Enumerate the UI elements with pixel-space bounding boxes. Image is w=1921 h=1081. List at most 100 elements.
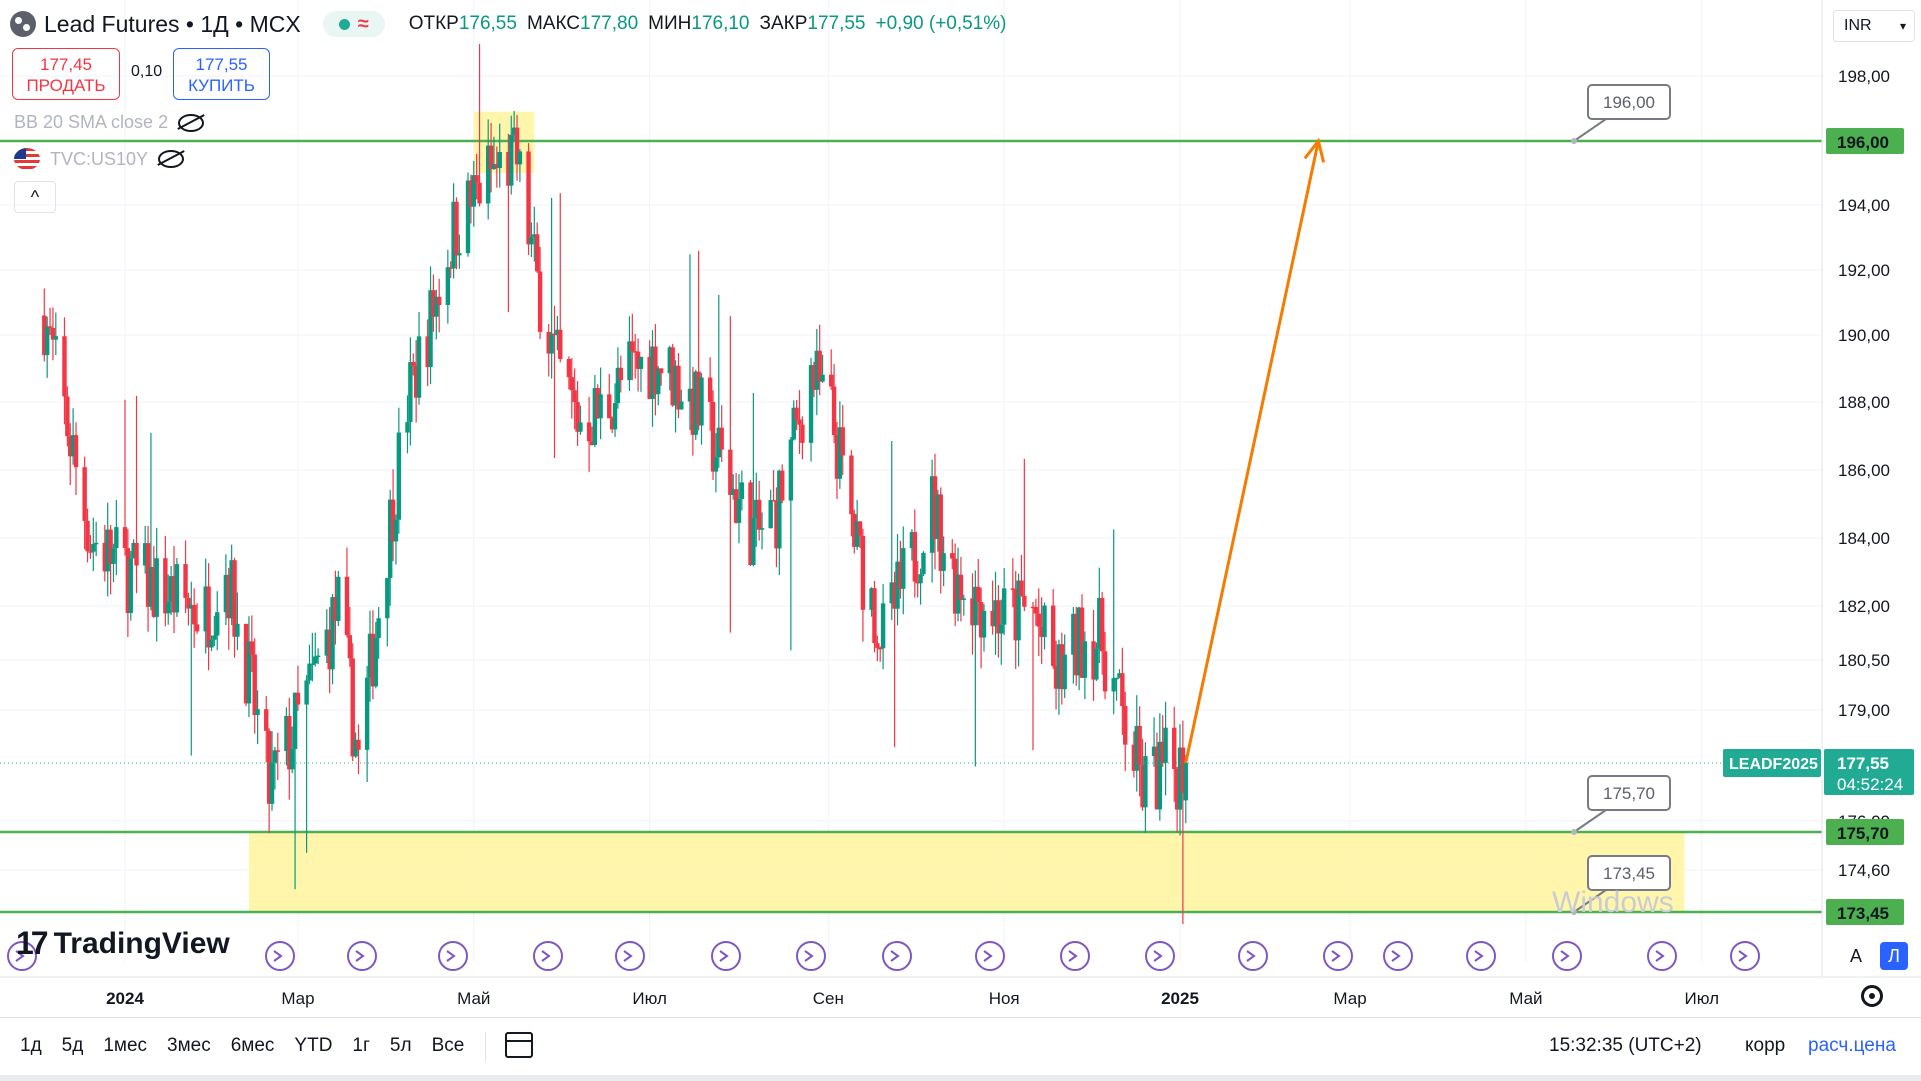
candle-body bbox=[68, 436, 73, 457]
log-scale-button[interactable]: Л bbox=[1880, 942, 1908, 970]
event-marker-chevron bbox=[541, 950, 551, 962]
candle-body bbox=[707, 377, 713, 402]
range-button[interactable]: 3мес bbox=[167, 1035, 211, 1056]
candle-body bbox=[788, 439, 794, 501]
settings-gear-icon[interactable] bbox=[1861, 985, 1883, 1007]
candle-body bbox=[1074, 613, 1079, 676]
candle-body bbox=[880, 603, 886, 649]
candle-body bbox=[840, 427, 845, 456]
candle-body bbox=[630, 341, 635, 352]
candle-body bbox=[393, 519, 399, 542]
range-button[interactable]: 1д bbox=[20, 1035, 42, 1056]
candle-body bbox=[451, 201, 456, 269]
candle-body bbox=[1163, 727, 1168, 763]
candle-body bbox=[275, 750, 280, 752]
event-marker-chevron bbox=[983, 950, 993, 962]
event-marker-chevron bbox=[15, 950, 25, 962]
candle-body bbox=[687, 388, 693, 402]
candle-body bbox=[1091, 641, 1096, 680]
candle-body bbox=[728, 449, 733, 495]
time-tick-label: Июл bbox=[632, 989, 667, 1008]
candle-body bbox=[1056, 644, 1062, 689]
range-button[interactable]: 1г bbox=[352, 1035, 370, 1056]
candle-body bbox=[174, 564, 180, 613]
level-callout-box bbox=[1587, 855, 1671, 891]
buy-label: КУПИТЬ bbox=[188, 76, 255, 95]
candle-body bbox=[85, 520, 90, 552]
tradingview-wordmark: TradingView bbox=[53, 926, 230, 960]
candle-body bbox=[1177, 747, 1183, 810]
range-button[interactable]: 5л bbox=[389, 1035, 412, 1056]
candle-body bbox=[494, 164, 500, 169]
candle-body bbox=[497, 152, 502, 169]
candle-body bbox=[589, 441, 595, 446]
range-button[interactable]: YTD bbox=[294, 1035, 333, 1056]
candle-body bbox=[1117, 673, 1122, 678]
event-marker-chevron bbox=[1331, 950, 1341, 962]
range-button[interactable]: 5д bbox=[61, 1035, 84, 1056]
hidden-eye-icon[interactable] bbox=[178, 113, 205, 132]
sell-button[interactable]: 177,45 ПРОДАТЬ bbox=[12, 48, 120, 100]
highlight-zone bbox=[248, 832, 1685, 912]
buy-price: 177,55 bbox=[195, 55, 248, 74]
candle-body bbox=[1111, 678, 1116, 692]
symbol-title[interactable]: Lead Futures • 1Д • MCX bbox=[44, 10, 301, 37]
candle-body bbox=[289, 749, 295, 770]
candle-body bbox=[88, 551, 93, 553]
candle-body bbox=[324, 629, 329, 656]
ohlc-item: МАКС177,80 bbox=[527, 13, 638, 35]
candle-body bbox=[1154, 746, 1160, 810]
candle-body bbox=[756, 499, 762, 530]
time-tick-label: Сен bbox=[813, 989, 844, 1008]
candle-body bbox=[854, 521, 860, 547]
candle-body bbox=[189, 604, 194, 609]
candle-body bbox=[1172, 727, 1177, 770]
auto-scale-button[interactable]: A bbox=[1849, 945, 1862, 966]
hidden-eye-icon[interactable] bbox=[158, 150, 185, 168]
level-callout-box bbox=[1587, 84, 1671, 120]
clock[interactable]: 15:32:35 (UTC+2) bbox=[1549, 1035, 1702, 1056]
candle-body bbox=[1022, 595, 1027, 607]
candle-body bbox=[413, 365, 419, 398]
candle-body bbox=[598, 394, 603, 419]
collapse-legend-button[interactable]: ^ bbox=[14, 181, 56, 213]
candle-body bbox=[514, 127, 520, 165]
range-button[interactable]: 1мес bbox=[103, 1035, 148, 1056]
candle-body bbox=[405, 422, 410, 433]
buy-button[interactable]: 177,55 КУПИТЬ bbox=[173, 48, 270, 100]
candle-body bbox=[154, 558, 159, 617]
candle-body bbox=[246, 641, 252, 704]
candle-body bbox=[235, 623, 240, 637]
candle-body bbox=[264, 709, 269, 731]
indicator-compare-legend[interactable]: TVC:US10Y bbox=[14, 148, 185, 170]
candle-body bbox=[307, 663, 312, 681]
price-chart[interactable]: 196,00 175,70 173,45 Windows 198,00 196,00 194… bbox=[0, 0, 1921, 1017]
event-marker-chevron bbox=[446, 950, 456, 962]
candle-body bbox=[509, 134, 514, 186]
candle-body bbox=[385, 577, 390, 619]
candle-body bbox=[592, 388, 598, 446]
candle-body bbox=[955, 574, 961, 614]
candle-body bbox=[1079, 607, 1085, 678]
currency-select[interactable]: INR ▾ bbox=[1833, 10, 1915, 42]
candle-body bbox=[465, 180, 471, 254]
calendar-icon[interactable] bbox=[505, 1032, 533, 1058]
market-status-pill[interactable]: ≈ bbox=[322, 11, 385, 37]
adjust-toggle[interactable]: корр bbox=[1745, 1035, 1786, 1056]
candle-body bbox=[780, 470, 785, 501]
candle-body bbox=[350, 658, 355, 757]
tradingview-logo[interactable]: 17 TradingView bbox=[16, 925, 230, 962]
settlement-price-toggle[interactable]: расч.цена bbox=[1808, 1035, 1896, 1056]
indicator-bb-legend[interactable]: BB 20 SMA close 2 bbox=[14, 112, 205, 133]
candle-body bbox=[546, 331, 551, 354]
range-button[interactable]: 6мес bbox=[230, 1035, 275, 1056]
candle-body bbox=[736, 498, 742, 523]
range-button[interactable]: Все bbox=[431, 1035, 465, 1056]
candle-body bbox=[1001, 588, 1007, 625]
candle-body bbox=[292, 692, 298, 750]
last-price-label: 177,55 bbox=[1837, 754, 1889, 773]
candle-body bbox=[771, 500, 776, 502]
candle-body bbox=[287, 715, 292, 770]
level-callout-label: 175,70 bbox=[1603, 784, 1655, 803]
candle-body bbox=[566, 358, 572, 378]
